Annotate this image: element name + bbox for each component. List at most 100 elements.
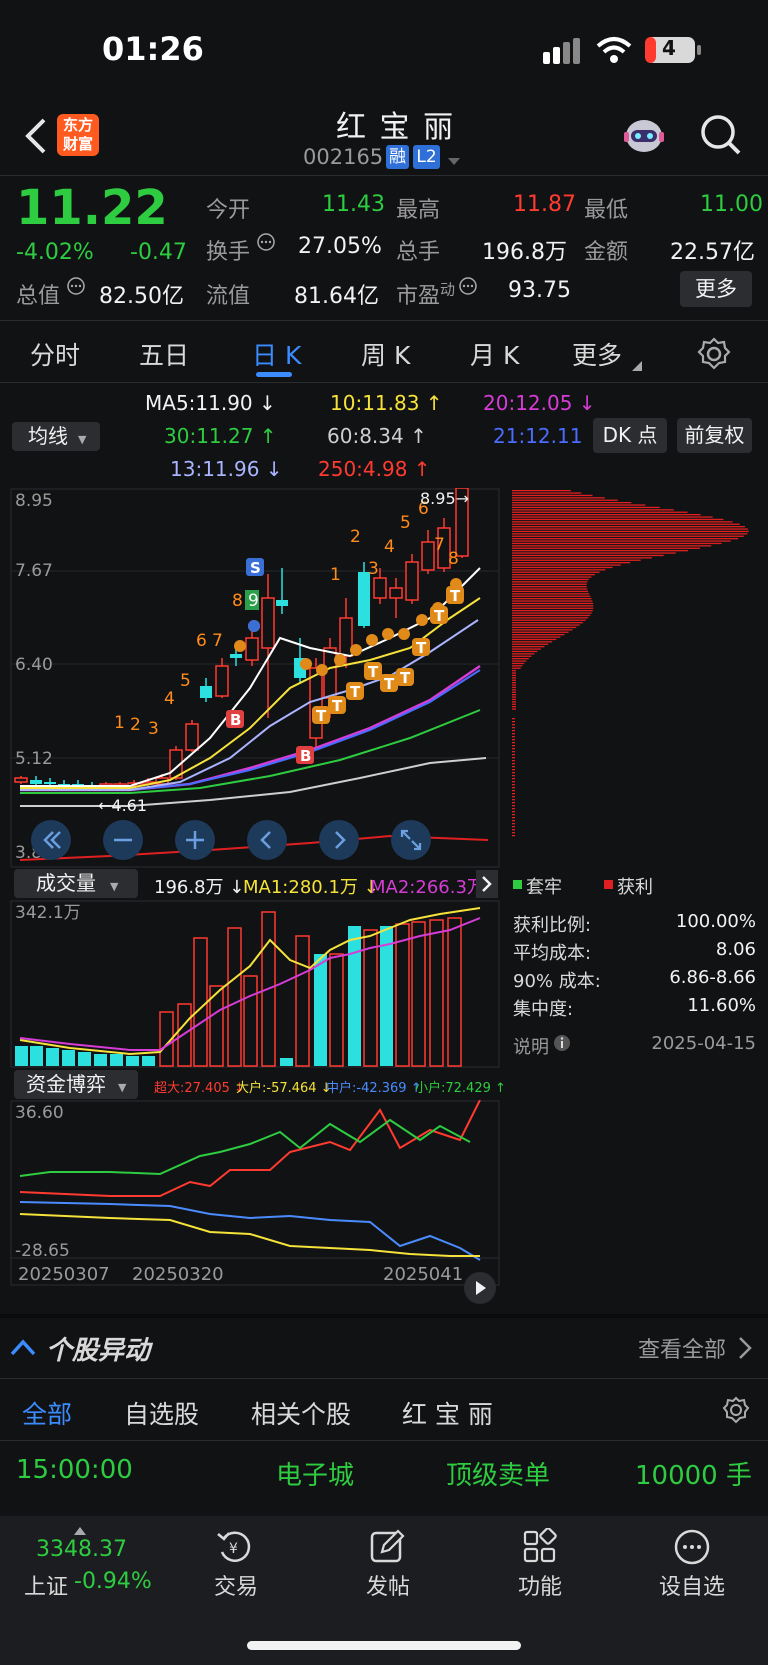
info-icon[interactable] <box>256 232 276 256</box>
function-icon[interactable] <box>520 1527 560 1566</box>
gear-icon[interactable] <box>697 337 731 371</box>
info-icon[interactable] <box>458 276 478 300</box>
volume-ma2: MA2:266.3万 <box>370 877 480 898</box>
movement-tab-all[interactable]: 全部 <box>22 1400 73 1429</box>
movement-tab-related[interactable]: 相关个股 <box>251 1400 352 1429</box>
robot-assistant-icon[interactable] <box>622 114 666 158</box>
amount-label: 金额 <box>584 240 629 265</box>
movement-stock[interactable]: 电子城 <box>276 1461 355 1491</box>
post-label[interactable]: 发帖 <box>365 1575 410 1600</box>
tab-five-day[interactable]: 五日 <box>139 341 190 370</box>
stock-name[interactable]: 红 宝 丽 <box>336 110 456 145</box>
chevron-right-icon[interactable] <box>476 870 498 898</box>
volume-selector[interactable]: 成交量 ▼ <box>14 869 138 898</box>
volume-bar <box>227 927 242 1067</box>
chevron-up-icon[interactable] <box>10 1338 36 1360</box>
ma5-label: MA5:11.90 ↓ <box>145 391 276 415</box>
function-label[interactable]: 功能 <box>517 1575 562 1600</box>
tab-intraday[interactable]: 分时 <box>30 341 81 370</box>
dk-point-marker <box>300 658 312 670</box>
high-marker: 8.95→ <box>420 489 469 508</box>
chevron-right-icon[interactable] <box>319 820 359 860</box>
tab-daily-k[interactable]: 日 K <box>252 341 302 370</box>
td-sequence-number: 7 <box>434 535 445 555</box>
profit-legend-label: 获利 <box>617 877 653 898</box>
fund-chart[interactable]: 36.60 -28.65 20250307 20250320 2025041 <box>10 1099 500 1286</box>
index-name[interactable]: 上证 <box>24 1575 69 1600</box>
td-sequence-number: 6 <box>418 499 429 519</box>
dk-point-button[interactable]: DK 点 <box>593 418 667 453</box>
movement-tab-watchlist[interactable]: 自选股 <box>124 1400 200 1429</box>
ma13-label: 13:11.96 ↓ <box>170 457 283 481</box>
play-icon[interactable] <box>464 1272 496 1304</box>
fund-large-line <box>19 1213 480 1257</box>
chevron-right-icon[interactable] <box>738 1336 752 1364</box>
post-icon[interactable] <box>368 1528 408 1566</box>
t-signal-marker <box>446 586 464 604</box>
volume-bar <box>159 1011 174 1067</box>
svg-text:T: T <box>316 707 327 725</box>
gear-icon[interactable] <box>722 1396 750 1424</box>
fund-selector[interactable]: 资金博弈 ▼ <box>14 1070 138 1099</box>
minus-icon[interactable] <box>103 820 143 860</box>
fund-max-label: 36.60 <box>15 1103 64 1123</box>
bottom-bar <box>0 1516 768 1665</box>
index-change[interactable]: -0.94% <box>74 1569 152 1594</box>
fund-medium-line <box>19 1201 481 1261</box>
td-sequence-number: 4 <box>164 689 175 709</box>
movement-tab-stock[interactable]: 红 宝 丽 <box>402 1400 493 1429</box>
index-value[interactable]: 3348.37 <box>36 1537 127 1562</box>
volume-bar <box>348 926 361 1066</box>
tab-more[interactable]: 更多 <box>572 341 623 370</box>
ma30-line <box>20 709 481 794</box>
plus-icon[interactable] <box>175 820 215 860</box>
trade-icon[interactable]: ¥ <box>216 1528 256 1566</box>
chip-value: 11.60% <box>687 995 756 1016</box>
amount-value: 22.57亿 <box>670 240 755 265</box>
td-sequence-number: 2 <box>130 715 141 735</box>
turnover-value: 27.05% <box>298 234 382 259</box>
add-watchlist-label[interactable]: 设自选 <box>658 1575 725 1600</box>
more-button[interactable]: 更多 <box>680 271 752 307</box>
view-all-link[interactable]: 查看全部 <box>638 1338 727 1363</box>
info-icon[interactable] <box>553 1034 571 1056</box>
volume-bar <box>411 921 426 1067</box>
zoom-out-fast-icon[interactable] <box>31 820 71 860</box>
badge-l2: L2 <box>413 145 440 169</box>
mktcap-value: 82.50亿 <box>99 284 184 309</box>
dk-point-marker <box>398 628 410 640</box>
eastmoney-logo[interactable]: 东方 财富 <box>57 114 99 156</box>
back-icon[interactable] <box>22 118 50 154</box>
tab-weekly-k[interactable]: 周 K <box>361 341 411 370</box>
chevron-down-icon[interactable] <box>447 152 461 171</box>
movement-qty: 10000 手 <box>635 1461 752 1491</box>
fund-super-line <box>19 1099 481 1197</box>
volume-chart[interactable]: 342.1万 <box>10 900 500 1068</box>
chevron-left-icon[interactable] <box>247 820 287 860</box>
adjust-button[interactable]: 前复权 <box>677 418 752 453</box>
note-link[interactable]: 说明 <box>513 1037 549 1058</box>
volume-bar <box>363 929 378 1067</box>
svg-text:T: T <box>416 639 427 657</box>
low-value: 11.00 <box>700 192 763 217</box>
volume-bar <box>142 1056 155 1066</box>
fullscreen-icon[interactable] <box>391 820 431 860</box>
td-sequence-number: 1 <box>114 713 125 733</box>
signal-icon <box>543 38 583 64</box>
stock-code: 002165 <box>303 145 384 169</box>
add-watchlist-icon[interactable] <box>672 1528 712 1566</box>
trade-label[interactable]: 交易 <box>213 1575 258 1600</box>
change-value: -0.47 <box>130 240 187 265</box>
volume-ma1: MA1:280.1万 ↓ <box>243 877 379 898</box>
chip-value: 8.06 <box>715 939 756 960</box>
tab-monthly-k[interactable]: 月 K <box>470 341 520 370</box>
info-icon[interactable] <box>66 276 86 300</box>
search-icon[interactable] <box>700 114 742 156</box>
fund-small: 小户:72.429 ↑ <box>415 1081 506 1096</box>
volume-bar <box>78 1052 91 1066</box>
pe-label: 市盈动 <box>396 280 456 309</box>
ma-selector[interactable]: 均线 ▼ <box>12 422 100 451</box>
volume-bar <box>15 1046 28 1066</box>
td-sequence-number: 6 <box>196 631 207 651</box>
